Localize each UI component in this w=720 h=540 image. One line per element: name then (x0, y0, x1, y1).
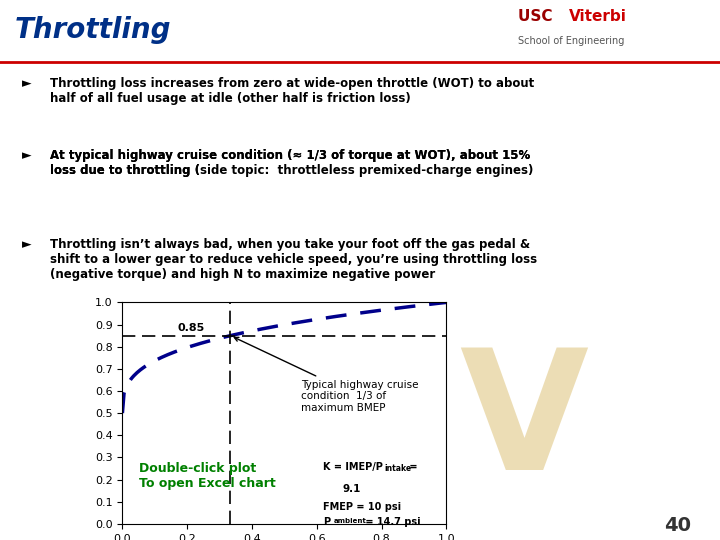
Text: 9.1: 9.1 (343, 484, 361, 494)
Text: Throttling isn’t always bad, when you take your foot off the gas pedal &
shift t: Throttling isn’t always bad, when you ta… (50, 238, 538, 281)
Text: K = IMEP/P: K = IMEP/P (323, 462, 383, 472)
Text: intake: intake (385, 464, 412, 473)
Text: Typical highway cruise
condition  1/3 of
maximum BMEP: Typical highway cruise condition 1/3 of … (234, 338, 418, 413)
Text: 0.85: 0.85 (178, 323, 204, 333)
Text: School of Engineering: School of Engineering (518, 36, 625, 45)
Text: 40: 40 (664, 516, 691, 535)
Text: P: P (323, 517, 330, 527)
Text: At typical highway cruise condition (≈ 1/3 of torque at WOT), about 15%
loss due: At typical highway cruise condition (≈ 1… (50, 149, 531, 177)
Text: ambient: ambient (334, 518, 367, 524)
Text: ►: ► (22, 149, 31, 162)
Text: At typical highway cruise condition (≈ 1/3 of torque at WOT), about 15%
loss due: At typical highway cruise condition (≈ 1… (50, 201, 534, 229)
Text: At typical highway cruise condition (≈ 1/3 of torque at WOT), about 15%
loss due: At typical highway cruise condition (≈ 1… (50, 149, 534, 177)
Text: V: V (459, 342, 588, 505)
Text: ►: ► (22, 77, 31, 90)
Text: At typical highway cruise condition (≈ 1/3 of torque at WOT), about 15%
loss due: At typical highway cruise condition (≈ 1… (50, 149, 534, 177)
Text: Double-click plot
To open Excel chart: Double-click plot To open Excel chart (138, 462, 275, 490)
Text: = 14.7 psi: = 14.7 psi (362, 517, 420, 527)
Text: ►: ► (22, 238, 31, 251)
Text: FMEP = 10 psi: FMEP = 10 psi (323, 502, 402, 512)
Text: loss due to throttling (side topic:  throttleless premixed-charge engines): loss due to throttling (side topic: thro… (50, 199, 534, 212)
Text: USC: USC (518, 9, 558, 24)
Text: Throttling loss increases from zero at wide-open throttle (WOT) to about
half of: Throttling loss increases from zero at w… (50, 77, 535, 105)
Text: =: = (406, 462, 418, 472)
Text: Viterbi: Viterbi (569, 9, 626, 24)
Text: Throttling: Throttling (14, 16, 171, 44)
